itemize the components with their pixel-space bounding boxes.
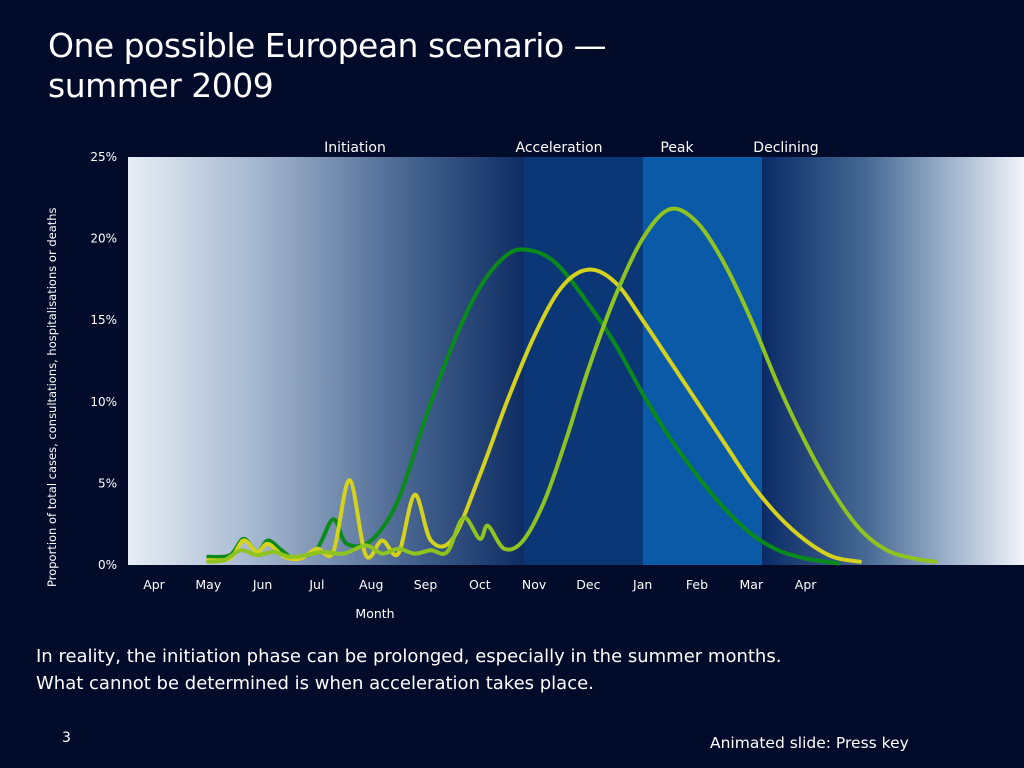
y-tick-label: 10%	[90, 395, 117, 409]
x-tick-label: Jun	[252, 577, 273, 592]
body-line-2: What cannot be determined is when accele…	[36, 673, 594, 694]
phase-label-initiation: Initiation	[324, 140, 386, 156]
x-tick-label: Sep	[414, 577, 438, 592]
body-text: In reality, the initiation phase can be …	[36, 643, 936, 697]
phase-band-declining	[762, 157, 1024, 565]
phase-band-initiation	[128, 157, 524, 565]
x-tick-label: Apr	[795, 577, 817, 592]
y-tick-label: 5%	[98, 476, 117, 490]
x-axis-ticks: Apr May Jun Jul Aug Sep Oct Nov Dec Jan Feb Mar Apr	[143, 577, 817, 592]
x-tick-label: Feb	[686, 577, 708, 592]
y-tick-label: 15%	[90, 313, 117, 327]
phase-label-declining: Declining	[753, 140, 818, 156]
y-tick-label: 0%	[98, 558, 117, 572]
y-axis-ticks: 0% 5% 10% 15% 20% 25%	[90, 150, 117, 572]
phase-labels: Initiation Acceleration Peak Declining	[324, 140, 819, 156]
x-tick-label: Apr	[143, 577, 165, 592]
x-tick-label: Aug	[359, 577, 383, 592]
x-tick-label: Oct	[469, 577, 491, 592]
y-axis-label: Proportion of total cases, consultations…	[45, 207, 59, 587]
series-line-1	[206, 247, 841, 566]
y-tick-label: 20%	[90, 232, 117, 246]
phase-line-chart: Initiation Acceleration Peak Declining 0% 5%…	[90, 140, 1024, 592]
phase-label-acceleration: Acceleration	[516, 140, 603, 156]
x-tick-label: Dec	[576, 577, 600, 592]
x-tick-label: Nov	[522, 577, 547, 592]
x-tick-label: May	[195, 577, 221, 592]
phase-band-peak	[642, 157, 763, 565]
body-line-1: In reality, the initiation phase can be …	[36, 646, 782, 667]
x-tick-label: Mar	[740, 577, 764, 592]
y-tick-label: 25%	[90, 150, 117, 164]
phase-label-peak: Peak	[660, 140, 694, 156]
series-line-3	[206, 206, 938, 564]
animated-slide-note: Animated slide: Press key	[710, 734, 909, 752]
page-number: 3	[62, 730, 71, 746]
series-lines	[206, 206, 938, 566]
phase-bands	[128, 157, 1024, 565]
x-tick-label: Jul	[308, 577, 324, 592]
x-axis-label: Month	[355, 606, 395, 621]
x-tick-label: Jan	[632, 577, 652, 592]
slide-title: One possible European scenario — summer …	[48, 26, 607, 105]
